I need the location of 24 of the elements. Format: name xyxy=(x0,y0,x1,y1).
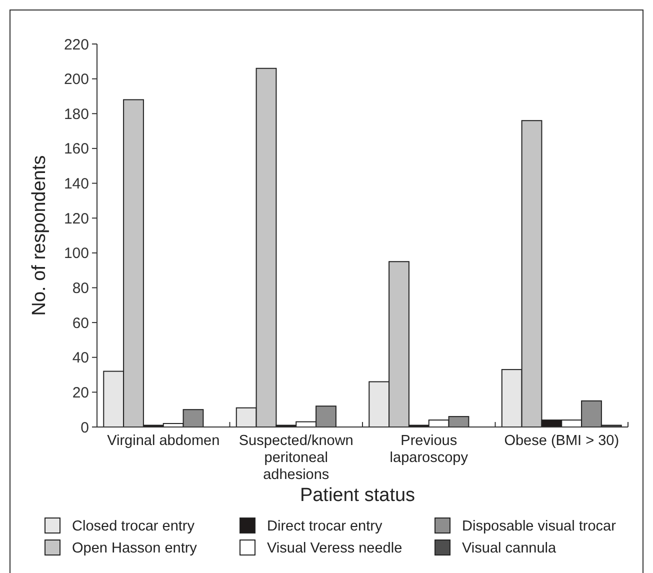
legend-label: Open Hasson entry xyxy=(72,540,198,557)
x-tick-label: Suspected/known peritoneal adhesions xyxy=(238,433,354,483)
y-tick-label: 160 xyxy=(64,140,89,158)
y-tick-label: 200 xyxy=(64,71,89,88)
y-tick-label: 0 xyxy=(80,419,89,436)
y-tick-label: 20 xyxy=(72,384,89,402)
legend-label: Disposable visual trocar xyxy=(462,518,616,535)
legend-label: Closed trocar entry xyxy=(72,518,196,535)
y-tick-label: 140 xyxy=(64,176,89,193)
x-axis-title: Patient status xyxy=(300,485,416,506)
y-tick-label: 120 xyxy=(64,210,89,228)
x-tick-label: Previous laparoscopy xyxy=(390,433,469,466)
y-tick-label: 180 xyxy=(64,106,89,123)
legend-label: Visual Veress needle xyxy=(267,540,402,557)
y-tick-label: 60 xyxy=(72,314,89,332)
y-axis-title: No. of respondents xyxy=(29,155,50,316)
y-tick-label: 40 xyxy=(72,350,89,367)
y-tick-label: 80 xyxy=(72,280,89,297)
x-tick-label: Virginal abdomen xyxy=(107,433,220,449)
y-tick-label: 220 xyxy=(64,36,89,54)
y-tick-label: 100 xyxy=(64,245,89,262)
x-tick-label: Obese (BMI > 30) xyxy=(504,433,620,449)
legend-label: Direct trocar entry xyxy=(267,518,383,535)
legend-label: Visual cannula xyxy=(462,540,557,557)
